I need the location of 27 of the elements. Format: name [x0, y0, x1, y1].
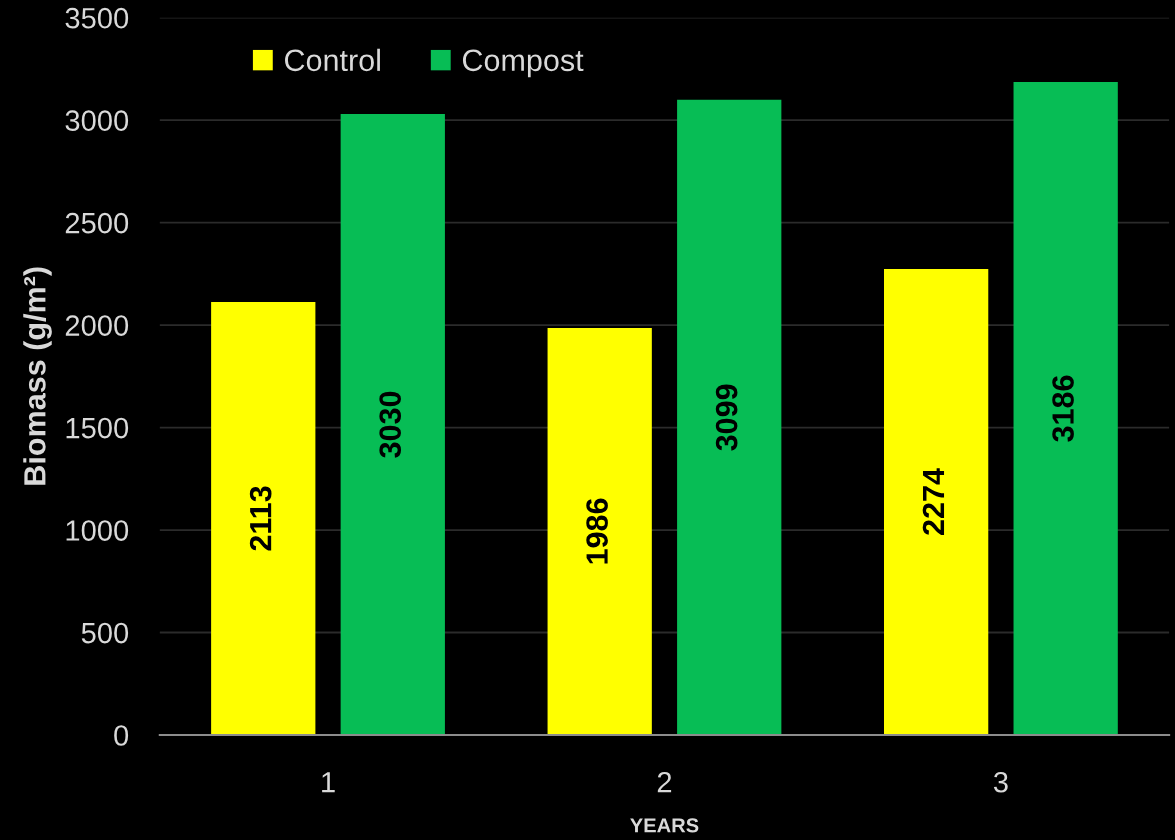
data-label: 2274	[922, 468, 945, 535]
x-axis-title: YEARS	[630, 818, 699, 833]
y-tick-label: 1000	[66, 520, 129, 541]
bar	[211, 301, 316, 735]
legend-label: Compost	[462, 49, 584, 78]
data-label: 3030	[379, 391, 402, 458]
x-tick-label: 1	[322, 772, 335, 793]
y-tick-label: 1500	[66, 417, 129, 439]
bar	[340, 113, 445, 735]
y-tick-label: 2000	[65, 315, 129, 336]
y-tick-label: 0	[114, 725, 129, 746]
y-tick-label: 500	[81, 622, 129, 644]
legend-label: Control	[285, 48, 380, 72]
x-tick-label: 3	[993, 771, 1008, 793]
data-label: 3186	[1052, 375, 1074, 442]
data-label: 2113	[249, 486, 272, 551]
bar	[884, 268, 989, 735]
y-axis-title: Biomass (g/m²)	[23, 267, 52, 485]
bar	[547, 327, 652, 735]
y-tick-label: 3500	[65, 7, 129, 29]
y-tick-label: 3000	[65, 110, 129, 131]
bar	[1013, 82, 1118, 735]
data-label: 3099	[715, 384, 738, 451]
y-tick-label: 2500	[65, 212, 129, 234]
x-tick-label: 2	[657, 771, 672, 793]
data-label: 1986	[586, 498, 608, 564]
bar	[677, 99, 782, 735]
